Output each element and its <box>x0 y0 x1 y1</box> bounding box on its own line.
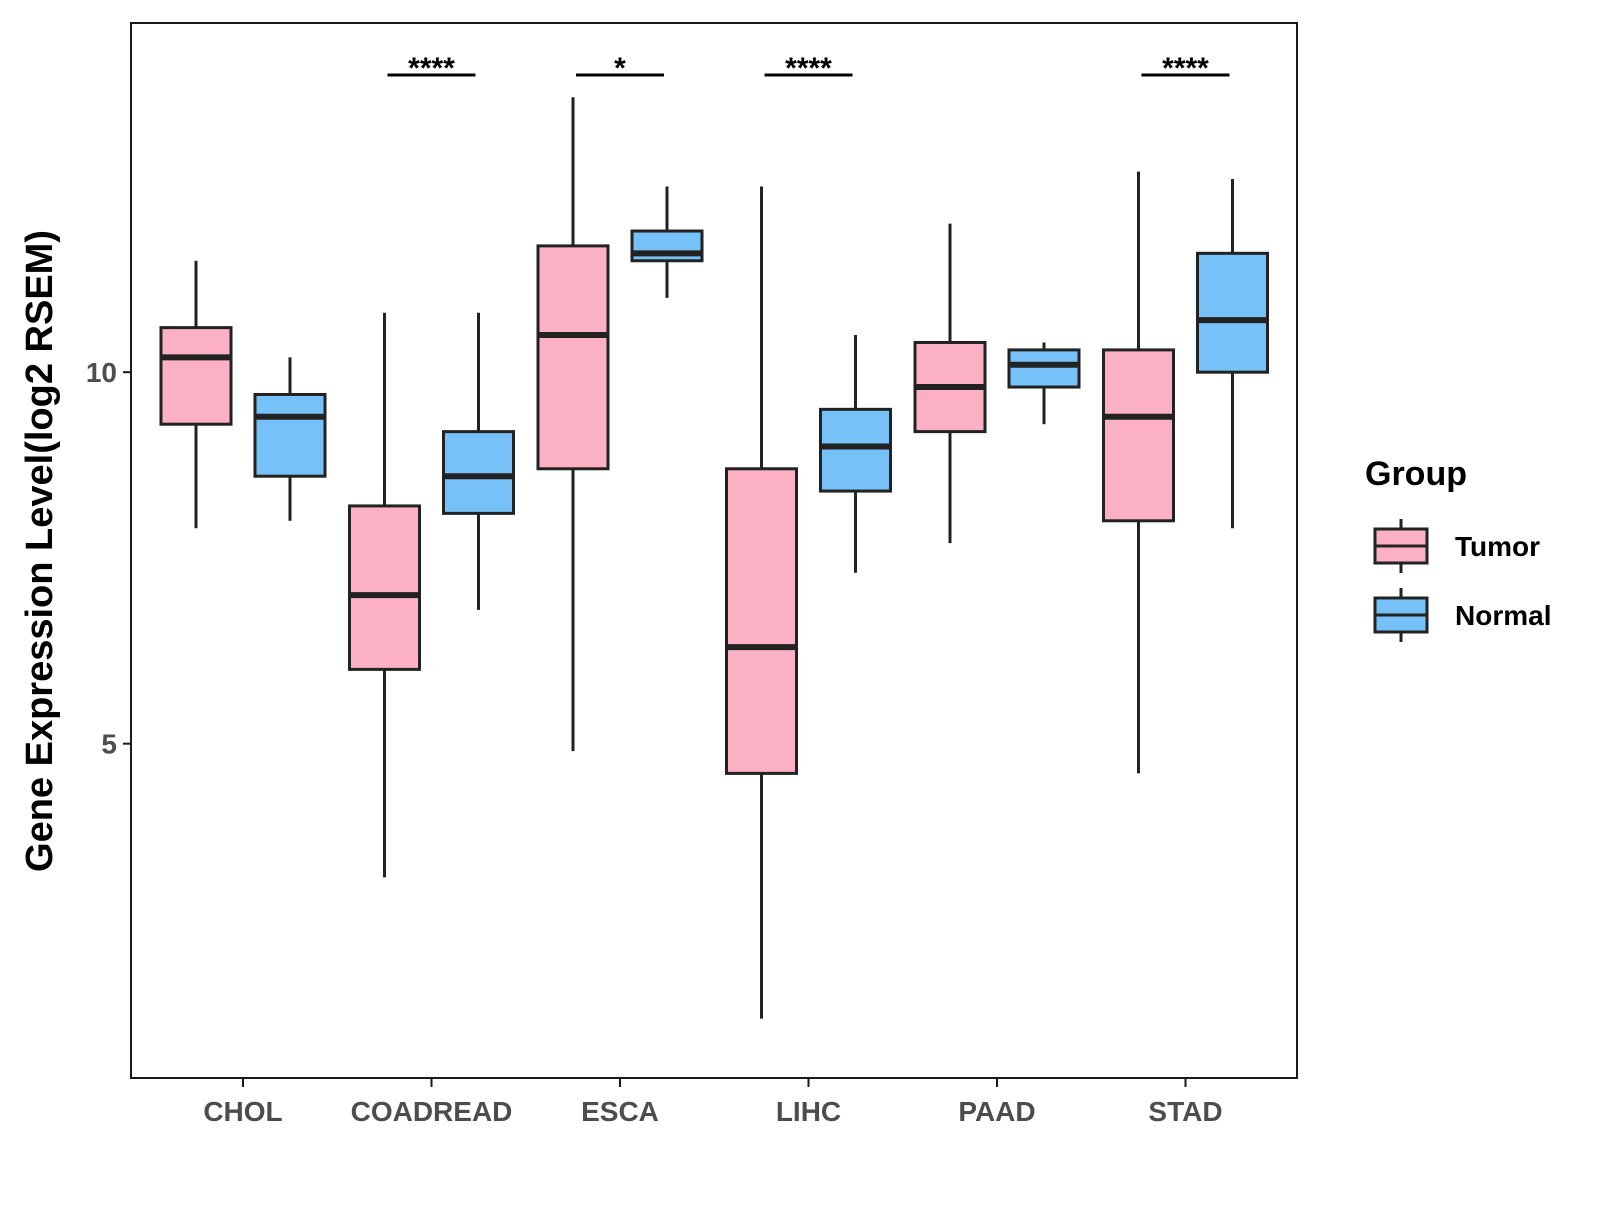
box-esca-normal <box>630 186 704 298</box>
box-iqr <box>348 504 421 671</box>
x-tick-label-chol: CHOL <box>203 1096 282 1127</box>
x-tick-label-paad: PAAD <box>958 1096 1035 1127</box>
significance-label: * <box>614 52 626 85</box>
box-iqr <box>253 392 327 478</box>
y-tick-label: 10 <box>86 357 117 388</box>
legend-key-tumor <box>1373 519 1429 573</box>
box-coadread-tumor <box>348 312 421 878</box>
y-tick-label: 5 <box>101 729 117 760</box>
significance-esca: * <box>576 52 664 85</box>
legend-label-normal: Normal <box>1455 600 1551 631</box>
boxes-layer <box>159 97 1269 1019</box>
box-iqr <box>442 430 515 515</box>
legend: Group Tumor Normal <box>1365 455 1551 642</box>
significance-coadread: **** <box>387 52 476 85</box>
significance-label: **** <box>785 52 832 85</box>
significance-lihc: **** <box>764 52 853 85</box>
box-iqr <box>819 407 892 493</box>
plot-panel-border <box>130 22 1298 1079</box>
box-iqr <box>159 326 233 426</box>
x-tick-label-esca: ESCA <box>581 1096 659 1127</box>
box-lihc-normal <box>819 335 892 573</box>
significance-label: **** <box>1162 52 1209 85</box>
x-tick-label-coadread: COADREAD <box>351 1096 513 1127</box>
x-tick-label-stad: STAD <box>1148 1096 1222 1127</box>
significance-stad: **** <box>1141 52 1230 85</box>
box-chol-normal <box>253 357 327 521</box>
box-lihc-tumor <box>725 186 798 1019</box>
box-paad-normal <box>1007 342 1081 425</box>
legend-key-normal <box>1373 588 1429 642</box>
box-iqr <box>1007 348 1081 389</box>
legend-keys <box>1373 519 1429 642</box>
box-iqr <box>725 467 798 775</box>
box-esca-tumor <box>536 97 610 752</box>
y-axis-title: Gene Expression Level(log2 RSEM) <box>19 230 61 872</box>
box-iqr <box>1196 251 1269 374</box>
x-tick-label-lihc: LIHC <box>776 1096 841 1127</box>
axes-layer: 5 10 CHOL COADREAD ESCA LIHC PAAD STAD <box>86 357 1223 1127</box>
box-paad-tumor <box>913 223 987 544</box>
box-stad-normal <box>1196 179 1269 529</box>
legend-title: Group <box>1365 455 1467 493</box>
box-iqr <box>536 244 610 471</box>
legend-label-tumor: Tumor <box>1455 531 1540 562</box>
box-chol-tumor <box>159 260 233 529</box>
box-stad-tumor <box>1102 171 1175 774</box>
box-iqr <box>1102 348 1175 523</box>
significance-layer: **** * **** **** <box>387 52 1230 85</box>
significance-label: **** <box>408 52 455 85</box>
box-coadread-normal <box>442 312 515 610</box>
